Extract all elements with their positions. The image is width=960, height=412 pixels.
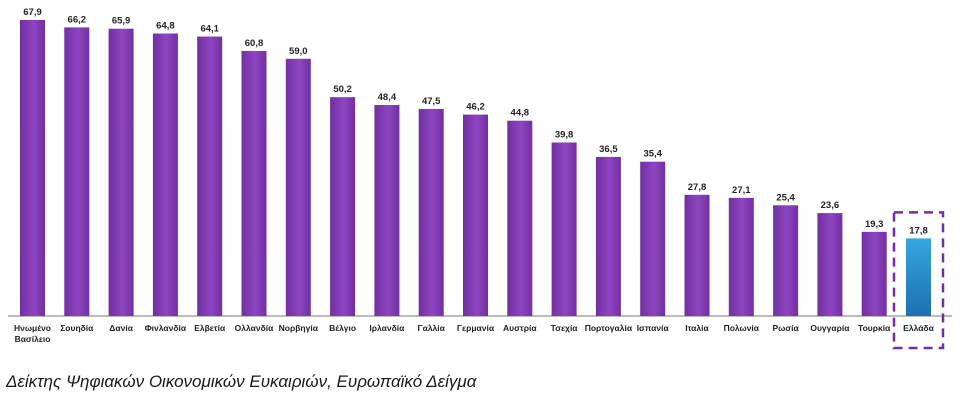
value-label: 46,2 xyxy=(466,102,485,113)
category-label: Βέλγιο xyxy=(329,323,356,333)
figure-caption: Δείκτης Ψηφιακών Οικονομικών Ευκαιριών, … xyxy=(6,372,477,391)
bar-11 xyxy=(463,114,488,317)
bar-20 xyxy=(861,231,887,316)
category-label: Πολωνία xyxy=(724,323,760,333)
value-label: 67,9 xyxy=(23,7,42,18)
bar-3 xyxy=(108,28,134,317)
bar-16 xyxy=(684,194,710,316)
category-label: Αυστρία xyxy=(503,323,537,333)
category-label: Γερμανία xyxy=(457,323,495,333)
bar-19 xyxy=(817,213,843,316)
category-label: Δανία xyxy=(109,323,133,333)
value-label: 25,4 xyxy=(776,192,795,203)
value-label: 39,8 xyxy=(555,129,574,140)
category-label: Τσεχία xyxy=(551,323,579,333)
bar-2 xyxy=(64,27,90,317)
value-label: 64,8 xyxy=(156,21,175,32)
bar-21 xyxy=(906,238,931,316)
category-label: Φινλανδία xyxy=(145,323,187,333)
bar-18 xyxy=(773,205,799,316)
bar-13 xyxy=(551,142,577,316)
category-label: Ισπανία xyxy=(637,323,670,333)
value-label: 50,2 xyxy=(333,84,352,95)
bar-17 xyxy=(728,197,754,316)
category-label: Ουγγαρία xyxy=(810,323,850,333)
category-label: Πορτογαλία xyxy=(585,323,633,333)
bar-12 xyxy=(507,120,533,316)
value-label: 47,5 xyxy=(422,96,441,107)
value-label: 64,1 xyxy=(200,24,219,35)
bar-14 xyxy=(595,156,621,316)
category-label: Σουηδία xyxy=(60,323,94,333)
value-label: 59,0 xyxy=(289,46,308,57)
category-label: Βασίλειο xyxy=(15,334,51,344)
value-label: 60,8 xyxy=(245,38,264,49)
bar-9 xyxy=(374,105,400,317)
value-label: 48,4 xyxy=(378,92,397,103)
value-label: 23,6 xyxy=(821,200,840,211)
bar-6 xyxy=(241,50,267,316)
bar-1 xyxy=(20,20,45,316)
category-label: Ιρλανδία xyxy=(369,323,405,333)
category-label: Ελλάδα xyxy=(903,323,934,333)
bar-8 xyxy=(330,97,356,317)
bar-4 xyxy=(152,33,178,317)
value-label: 44,8 xyxy=(511,108,530,119)
value-label: 19,3 xyxy=(865,219,884,230)
category-label: Ολλανδία xyxy=(235,323,274,333)
category-label: Ελβετία xyxy=(194,323,226,333)
category-label: Ιταλία xyxy=(685,323,709,333)
value-label: 17,8 xyxy=(909,225,928,236)
value-label: 66,2 xyxy=(68,14,87,25)
highlight-dashed-box xyxy=(892,211,945,350)
value-label: 65,9 xyxy=(112,16,131,27)
category-label: Ρωσία xyxy=(772,323,799,333)
category-label: Γαλλία xyxy=(418,323,446,333)
category-label: Ηνωμένο xyxy=(14,323,51,333)
bar-7 xyxy=(285,58,311,317)
value-label: 36,5 xyxy=(599,144,618,155)
bar-15 xyxy=(640,161,666,316)
value-label: 27,8 xyxy=(688,182,707,193)
category-label: Νορβηγία xyxy=(279,323,319,333)
value-label: 27,1 xyxy=(732,185,751,196)
category-label: Τουρκία xyxy=(858,323,891,333)
bar-5 xyxy=(197,36,223,316)
bar-10 xyxy=(418,108,444,316)
value-label: 35,4 xyxy=(643,149,662,160)
